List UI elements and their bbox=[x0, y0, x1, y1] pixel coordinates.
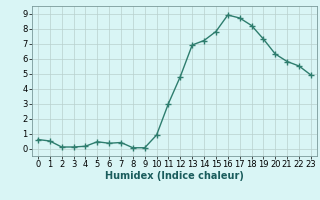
X-axis label: Humidex (Indice chaleur): Humidex (Indice chaleur) bbox=[105, 171, 244, 181]
